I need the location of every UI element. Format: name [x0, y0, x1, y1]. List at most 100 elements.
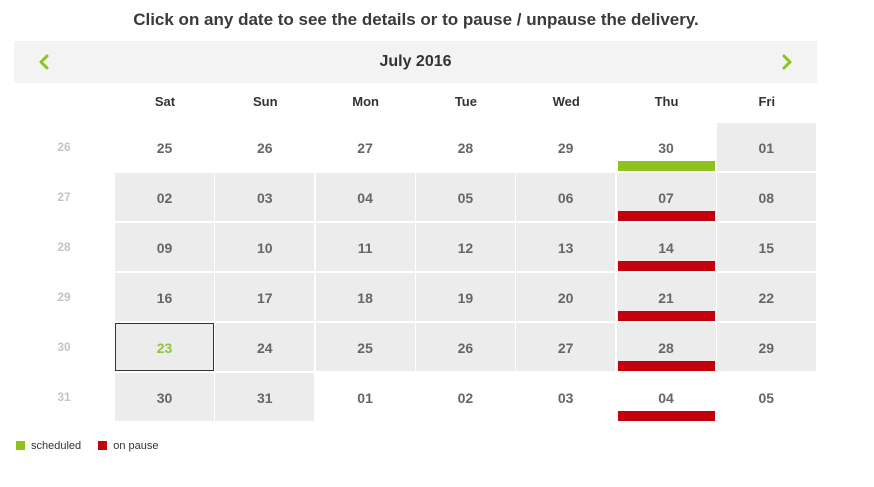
day-number: 01 — [357, 390, 373, 406]
weekday-thu: Thu — [654, 94, 679, 109]
day-number: 10 — [257, 240, 273, 256]
legend: scheduled on pause — [16, 440, 172, 452]
day-cell[interactable]: 15 — [716, 223, 816, 271]
day-cell[interactable]: 03 — [516, 373, 615, 421]
week-number: 26 — [57, 140, 71, 154]
week-number: 28 — [57, 240, 71, 254]
day-number: 02 — [156, 190, 173, 206]
day-number: 29 — [557, 140, 574, 156]
day-cell[interactable]: 03 — [215, 173, 315, 221]
day-cell[interactable]: 26 — [415, 323, 515, 371]
day-number: 30 — [658, 140, 674, 156]
day-cell[interactable]: 09 — [115, 223, 214, 271]
day-number: 02 — [457, 390, 474, 406]
day-number: 26 — [257, 140, 273, 156]
month-title: July 2016 — [379, 53, 452, 70]
day-cell[interactable]: 10 — [215, 223, 315, 271]
day-cell[interactable]: 01 — [716, 123, 816, 171]
week-number: 29 — [57, 290, 71, 304]
day-number: 27 — [357, 140, 373, 156]
day-number: 18 — [357, 290, 373, 306]
day-cell[interactable]: 05 — [717, 373, 816, 421]
day-number: 17 — [257, 290, 273, 306]
day-cell[interactable]: 29 — [716, 323, 816, 371]
day-cell[interactable]: 25 — [315, 323, 415, 371]
day-cell[interactable]: 30 — [617, 123, 716, 171]
day-cell[interactable]: 04 — [315, 173, 415, 221]
day-cell[interactable]: 25 — [115, 123, 214, 171]
day-cell[interactable]: 16 — [115, 273, 214, 321]
day-number: 01 — [758, 140, 775, 156]
day-number: 26 — [457, 340, 474, 356]
paused-bar — [617, 361, 715, 371]
day-cell[interactable]: 04 — [617, 373, 716, 421]
weekday-sun: Sun — [253, 94, 278, 109]
legend-label-paused: on pause — [113, 440, 159, 453]
calendar-header: July 2016 — [14, 41, 817, 83]
day-number: 25 — [357, 340, 373, 356]
week-number: 30 — [57, 340, 71, 354]
day-cell-today[interactable]: 23 — [115, 323, 214, 371]
day-cell[interactable]: 18 — [315, 273, 415, 321]
day-cell[interactable]: 27 — [516, 323, 616, 371]
weekday-tue: Tue — [454, 94, 477, 109]
day-number: 11 — [357, 240, 373, 256]
weekday-fri: Fri — [758, 94, 776, 109]
day-number: 25 — [156, 140, 173, 156]
day-cell[interactable]: 08 — [716, 173, 816, 221]
day-number: 23 — [156, 340, 173, 356]
day-number: 29 — [758, 340, 775, 356]
day-cell[interactable]: 31 — [215, 373, 315, 421]
day-cell[interactable]: 20 — [516, 273, 616, 321]
chevron-right-icon — [782, 54, 792, 70]
day-cell[interactable]: 02 — [115, 173, 214, 221]
day-cell[interactable]: 07 — [616, 173, 716, 221]
day-number: 22 — [758, 290, 775, 306]
day-number: 16 — [156, 290, 173, 306]
next-month-button[interactable] — [775, 50, 799, 74]
day-cell[interactable]: 22 — [716, 273, 816, 321]
day-cell[interactable]: 12 — [415, 223, 515, 271]
day-cell[interactable]: 26 — [215, 123, 314, 171]
paused-bar — [617, 311, 715, 321]
day-cell[interactable]: 28 — [416, 123, 515, 171]
day-number: 06 — [557, 190, 574, 206]
day-cell[interactable]: 24 — [215, 323, 315, 371]
day-cell[interactable]: 27 — [316, 123, 415, 171]
day-cell[interactable]: 02 — [416, 373, 515, 421]
day-cell[interactable]: 06 — [516, 173, 616, 221]
day-number: 21 — [658, 290, 674, 306]
day-cell[interactable]: 30 — [115, 373, 214, 421]
day-number: 19 — [457, 290, 474, 306]
prev-month-button[interactable] — [32, 50, 56, 74]
day-cell[interactable]: 05 — [415, 173, 515, 221]
legend-item-paused: on pause — [98, 440, 158, 452]
day-number: 05 — [457, 190, 474, 206]
day-cell[interactable]: 19 — [415, 273, 515, 321]
day-number: 15 — [758, 240, 775, 256]
day-number: 08 — [758, 190, 775, 206]
paused-bar — [617, 261, 715, 271]
day-number: 27 — [557, 340, 574, 356]
week-number: 31 — [57, 390, 71, 404]
day-number: 28 — [457, 140, 474, 156]
legend-label-scheduled: scheduled — [31, 440, 82, 453]
day-number: 04 — [658, 390, 674, 406]
day-cell[interactable]: 13 — [516, 223, 616, 271]
paused-bar — [617, 411, 715, 421]
day-cell[interactable]: 17 — [215, 273, 315, 321]
scheduled-bar — [617, 161, 715, 171]
day-number: 09 — [156, 240, 173, 256]
weekday-sat: Sat — [154, 94, 176, 109]
day-cell[interactable]: 01 — [316, 373, 415, 421]
day-number: 24 — [257, 340, 273, 356]
day-cell[interactable]: 29 — [516, 123, 615, 171]
day-cell[interactable]: 28 — [616, 323, 716, 371]
day-cell[interactable]: 14 — [616, 223, 716, 271]
scheduled-swatch — [16, 441, 25, 451]
day-cell[interactable]: 21 — [616, 273, 716, 321]
paused-swatch — [98, 441, 108, 451]
day-cell[interactable]: 11 — [315, 223, 415, 271]
day-number: 12 — [457, 240, 474, 256]
chevron-left-icon — [39, 54, 49, 70]
